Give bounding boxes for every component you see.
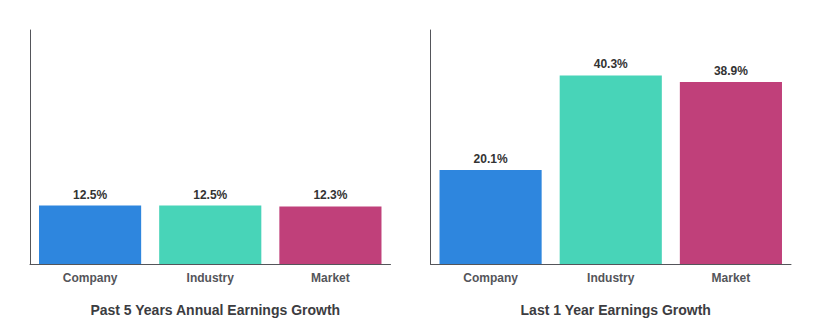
svg-text:38.9%: 38.9%	[714, 64, 748, 78]
svg-text:12.5%: 12.5%	[193, 188, 227, 202]
svg-text:40.3%: 40.3%	[594, 57, 628, 71]
svg-text:Past 5 Years Annual Earnings G: Past 5 Years Annual Earnings Growth	[90, 302, 340, 318]
svg-text:Market: Market	[311, 271, 350, 285]
svg-text:Company: Company	[63, 271, 118, 285]
svg-text:Industry: Industry	[587, 271, 635, 285]
svg-text:20.1%: 20.1%	[474, 152, 508, 166]
svg-text:Market: Market	[712, 271, 751, 285]
svg-text:Industry: Industry	[187, 271, 235, 285]
svg-text:12.3%: 12.3%	[313, 188, 347, 202]
svg-text:12.5%: 12.5%	[73, 188, 107, 202]
svg-text:Last 1 Year Earnings Growth: Last 1 Year Earnings Growth	[521, 302, 711, 318]
svg-text:Company: Company	[463, 271, 518, 285]
